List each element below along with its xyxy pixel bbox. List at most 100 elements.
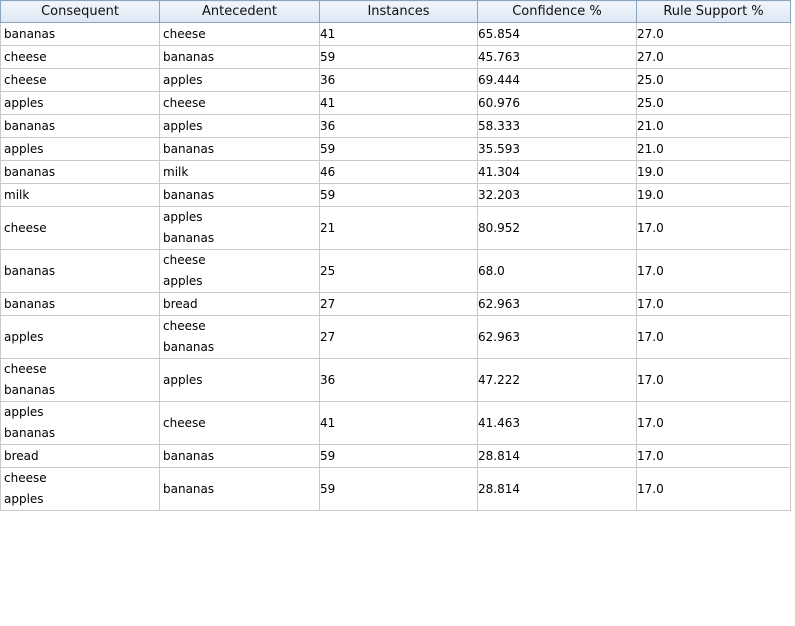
consequent-cell[interactable]: milk [0,183,160,207]
consequent-cell[interactable]: bananas [0,114,160,138]
instances-cell[interactable]: 27 [319,315,478,359]
antecedent-cell[interactable]: milk [159,160,320,184]
antecedent-cell[interactable]: apples bananas [159,206,320,250]
consequent-cell[interactable]: apples [0,315,160,359]
table-row[interactable]: bananas bread 27 62.963 17.0 [0,292,791,316]
table-row[interactable]: cheese apples bananas 59 28.814 17.0 [0,467,791,511]
confidence-cell[interactable]: 28.814 [477,467,637,511]
rule-support-cell[interactable]: 19.0 [636,183,791,207]
instances-cell[interactable]: 41 [319,401,478,445]
table-row[interactable]: apples bananas 59 35.593 21.0 [0,137,791,161]
table-row[interactable]: cheese apples 36 69.444 25.0 [0,68,791,92]
antecedent-cell[interactable]: bananas [159,183,320,207]
column-header-rule-support[interactable]: Rule Support % [636,0,791,23]
consequent-cell[interactable]: bread [0,444,160,468]
rule-support-cell[interactable]: 17.0 [636,315,791,359]
instances-cell[interactable]: 41 [319,22,478,46]
consequent-cell[interactable]: apples [0,91,160,115]
confidence-cell[interactable]: 65.854 [477,22,637,46]
antecedent-cell[interactable]: cheese apples [159,249,320,293]
consequent-cell[interactable]: bananas [0,160,160,184]
table-row[interactable]: milk bananas 59 32.203 19.0 [0,183,791,207]
confidence-cell[interactable]: 41.463 [477,401,637,445]
consequent-cell[interactable]: bananas [0,292,160,316]
column-header-instances[interactable]: Instances [319,0,478,23]
confidence-cell[interactable]: 35.593 [477,137,637,161]
table-row[interactable]: apples bananas cheese 41 41.463 17.0 [0,401,791,445]
instances-cell[interactable]: 36 [319,114,478,138]
confidence-cell[interactable]: 62.963 [477,315,637,359]
antecedent-cell[interactable]: cheese [159,22,320,46]
antecedent-cell[interactable]: apples [159,68,320,92]
antecedent-cell[interactable]: bananas [159,467,320,511]
column-header-confidence[interactable]: Confidence % [477,0,637,23]
column-header-consequent[interactable]: Consequent [0,0,160,23]
instances-cell[interactable]: 21 [319,206,478,250]
rule-support-cell[interactable]: 27.0 [636,22,791,46]
antecedent-cell[interactable]: bananas [159,137,320,161]
consequent-cell[interactable]: cheese apples [0,467,160,511]
table-row[interactable]: cheese bananas apples 36 47.222 17.0 [0,358,791,402]
confidence-cell[interactable]: 45.763 [477,45,637,69]
consequent-cell[interactable]: bananas [0,249,160,293]
table-row[interactable]: bananas cheese apples 25 68.0 17.0 [0,249,791,293]
instances-cell[interactable]: 27 [319,292,478,316]
confidence-cell[interactable]: 41.304 [477,160,637,184]
instances-cell[interactable]: 59 [319,467,478,511]
antecedent-cell[interactable]: cheese [159,401,320,445]
consequent-cell[interactable]: cheese [0,206,160,250]
antecedent-cell[interactable]: cheese bananas [159,315,320,359]
rule-support-cell[interactable]: 17.0 [636,467,791,511]
instances-cell[interactable]: 59 [319,444,478,468]
instances-cell[interactable]: 36 [319,358,478,402]
instances-cell[interactable]: 59 [319,45,478,69]
antecedent-cell[interactable]: apples [159,358,320,402]
rule-support-cell[interactable]: 25.0 [636,68,791,92]
instances-cell[interactable]: 59 [319,183,478,207]
table-row[interactable]: bread bananas 59 28.814 17.0 [0,444,791,468]
rule-support-cell[interactable]: 27.0 [636,45,791,69]
rule-support-cell[interactable]: 17.0 [636,249,791,293]
table-row[interactable]: apples cheese bananas 27 62.963 17.0 [0,315,791,359]
rule-support-cell[interactable]: 17.0 [636,206,791,250]
instances-cell[interactable]: 41 [319,91,478,115]
table-row[interactable]: cheese apples bananas 21 80.952 17.0 [0,206,791,250]
table-row[interactable]: bananas milk 46 41.304 19.0 [0,160,791,184]
rule-support-cell[interactable]: 17.0 [636,401,791,445]
confidence-cell[interactable]: 80.952 [477,206,637,250]
rule-support-cell[interactable]: 25.0 [636,91,791,115]
consequent-cell[interactable]: cheese [0,68,160,92]
consequent-cell[interactable]: apples [0,137,160,161]
antecedent-cell[interactable]: cheese [159,91,320,115]
rule-support-cell[interactable]: 17.0 [636,358,791,402]
instances-cell[interactable]: 59 [319,137,478,161]
table-row[interactable]: bananas cheese 41 65.854 27.0 [0,22,791,46]
confidence-cell[interactable]: 60.976 [477,91,637,115]
consequent-cell[interactable]: apples bananas [0,401,160,445]
confidence-cell[interactable]: 69.444 [477,68,637,92]
rule-support-cell[interactable]: 19.0 [636,160,791,184]
instances-cell[interactable]: 25 [319,249,478,293]
antecedent-cell[interactable]: bananas [159,444,320,468]
antecedent-cell[interactable]: bread [159,292,320,316]
instances-cell[interactable]: 46 [319,160,478,184]
confidence-cell[interactable]: 68.0 [477,249,637,293]
table-row[interactable]: cheese bananas 59 45.763 27.0 [0,45,791,69]
consequent-cell[interactable]: cheese [0,45,160,69]
table-row[interactable]: bananas apples 36 58.333 21.0 [0,114,791,138]
consequent-cell[interactable]: bananas [0,22,160,46]
rule-support-cell[interactable]: 17.0 [636,292,791,316]
confidence-cell[interactable]: 32.203 [477,183,637,207]
consequent-cell[interactable]: cheese bananas [0,358,160,402]
confidence-cell[interactable]: 62.963 [477,292,637,316]
confidence-cell[interactable]: 28.814 [477,444,637,468]
column-header-antecedent[interactable]: Antecedent [159,0,320,23]
rule-support-cell[interactable]: 17.0 [636,444,791,468]
rule-support-cell[interactable]: 21.0 [636,137,791,161]
instances-cell[interactable]: 36 [319,68,478,92]
antecedent-cell[interactable]: bananas [159,45,320,69]
rule-support-cell[interactable]: 21.0 [636,114,791,138]
confidence-cell[interactable]: 58.333 [477,114,637,138]
confidence-cell[interactable]: 47.222 [477,358,637,402]
table-row[interactable]: apples cheese 41 60.976 25.0 [0,91,791,115]
